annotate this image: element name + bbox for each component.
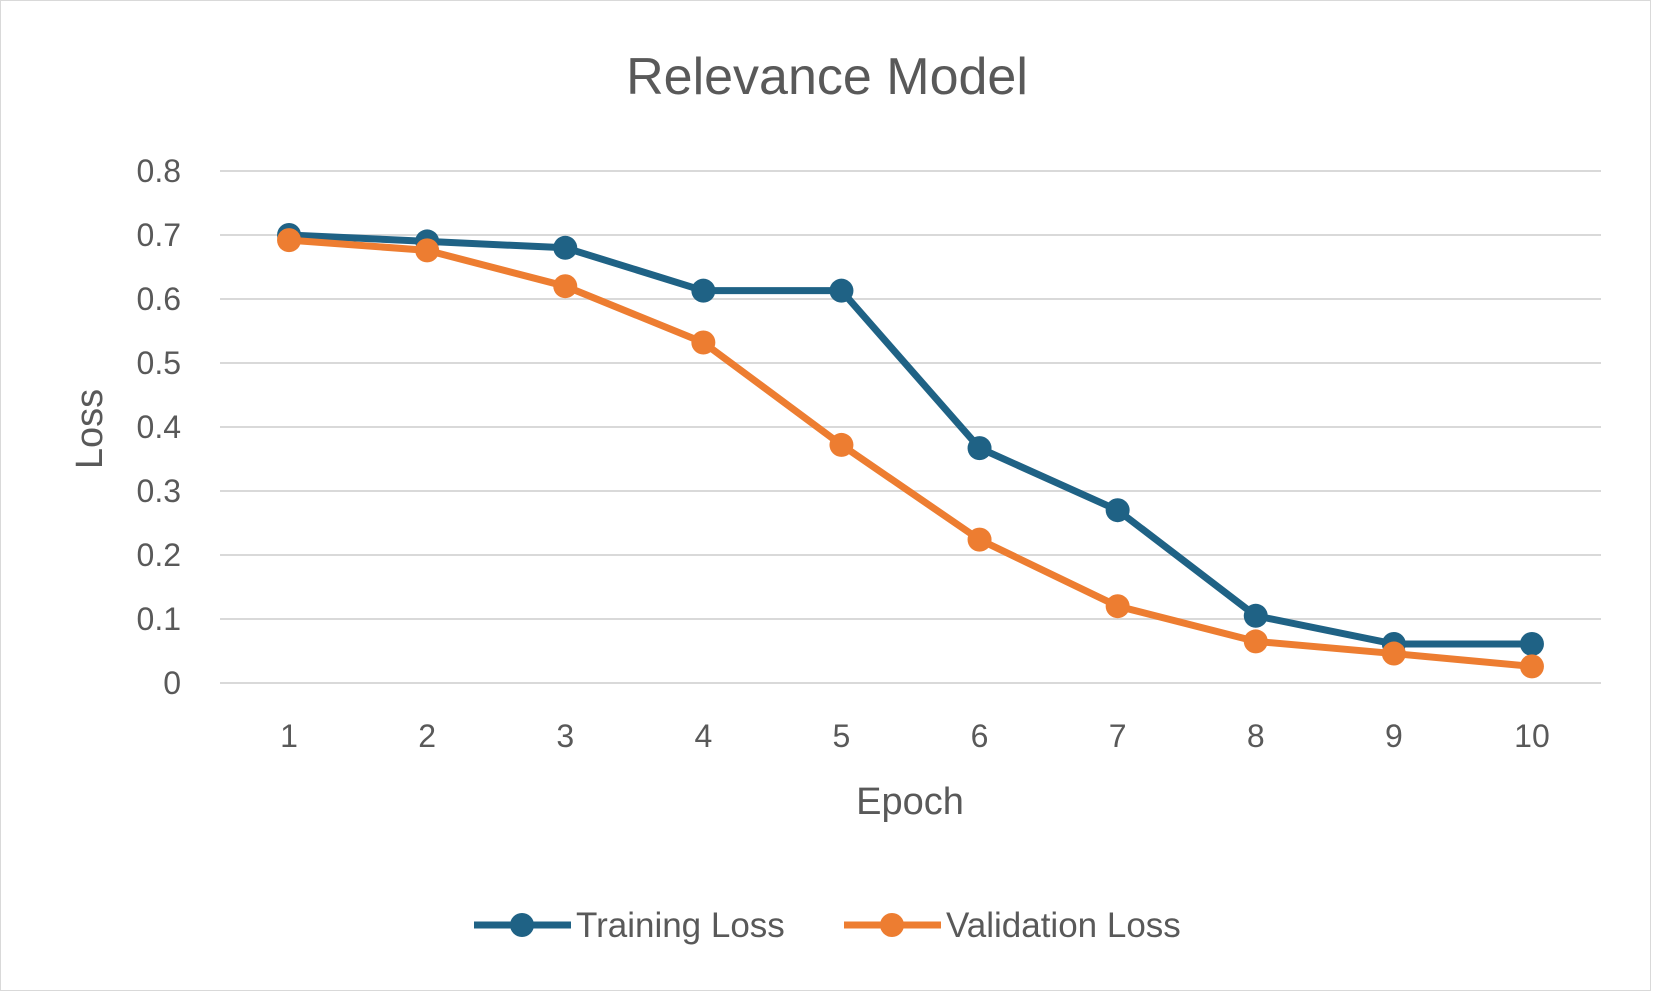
series-line	[288, 231, 1532, 648]
data-point	[1519, 654, 1544, 679]
legend-dot-marker	[510, 913, 534, 937]
data-point	[967, 527, 992, 552]
x-axis-title: Epoch	[856, 781, 964, 823]
y-tick-label: 0.2	[137, 537, 181, 573]
x-tick-label: 1	[280, 718, 298, 754]
data-point	[1519, 631, 1544, 656]
data-point	[829, 278, 854, 303]
x-tick-label: 5	[833, 718, 851, 754]
data-point	[277, 228, 302, 253]
data-point	[1243, 603, 1268, 628]
data-point	[1105, 594, 1130, 619]
legend-label: Training Loss	[576, 906, 785, 945]
chart-title: Relevance Model	[626, 48, 1028, 106]
y-axis-ticks: 0 0.1 0.2 0.3 0.4 0.5 0.6 0.7 0.8	[137, 153, 181, 701]
legend-item: Training Loss	[474, 906, 785, 945]
series-1	[277, 228, 1544, 679]
data-point	[553, 235, 578, 260]
x-tick-label: 3	[556, 718, 574, 754]
x-tick-label: 10	[1514, 718, 1550, 754]
y-tick-label: 0.4	[137, 409, 181, 445]
y-tick-label: 0.6	[137, 281, 181, 317]
x-tick-label: 4	[694, 718, 712, 754]
legend-item: Validation Loss	[844, 906, 1181, 945]
legend-label: Validation Loss	[946, 906, 1181, 945]
data-point	[691, 330, 716, 355]
series	[277, 223, 1544, 679]
series-line	[288, 236, 1533, 670]
y-tick-label: 0.1	[137, 601, 181, 637]
data-point	[1243, 629, 1268, 654]
y-tick-label: 0.5	[137, 345, 181, 381]
x-tick-label: 8	[1247, 718, 1265, 754]
legend-dot-marker	[880, 913, 904, 937]
y-tick-label: 0.3	[137, 473, 181, 509]
x-tick-label: 9	[1385, 718, 1403, 754]
data-point	[691, 278, 716, 303]
gridlines	[220, 170, 1601, 684]
y-axis-title: Loss	[69, 389, 111, 469]
legend: Training Loss Validation Loss	[474, 906, 1181, 945]
x-axis-ticks: 1 2 3 4 5 6 7 8 9 10	[280, 718, 1550, 754]
data-point	[415, 238, 440, 263]
y-tick-label: 0.7	[137, 217, 181, 253]
data-point	[967, 436, 992, 461]
data-point	[1381, 641, 1406, 666]
y-tick-label: 0.8	[137, 153, 181, 189]
data-point	[1105, 498, 1130, 523]
y-tick-label: 0	[163, 665, 181, 701]
x-tick-label: 6	[971, 718, 989, 754]
series-0	[277, 223, 1544, 656]
x-tick-label: 2	[418, 718, 436, 754]
data-point	[829, 432, 854, 457]
x-tick-label: 7	[1109, 718, 1127, 754]
data-point	[553, 274, 578, 299]
